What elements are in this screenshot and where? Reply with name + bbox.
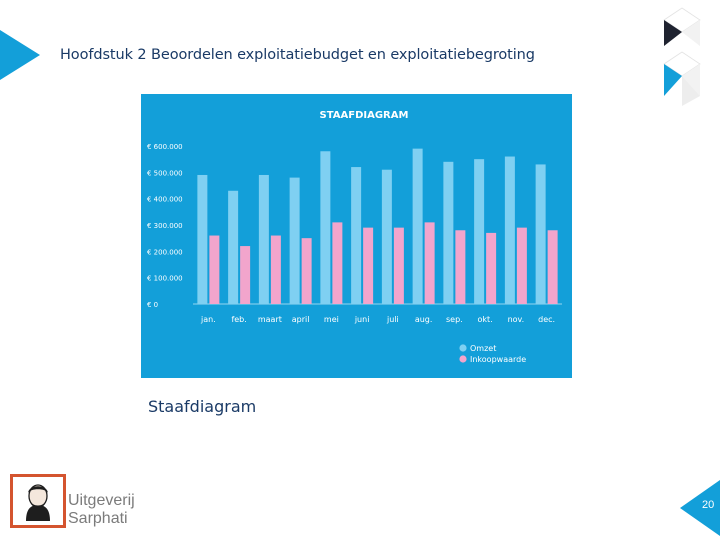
chart-caption: Staafdiagram — [148, 397, 257, 416]
bar-inkoopwaarde — [240, 246, 251, 304]
bar-omzet — [289, 177, 300, 304]
slide-title: Hoofdstuk 2 Beoordelen exploitatiebudget… — [60, 47, 535, 63]
x-tick-label: nov. — [508, 315, 525, 324]
bar-inkoopwaarde — [270, 235, 281, 304]
legend-marker — [459, 355, 467, 363]
y-tick-label: € 200.000 — [147, 248, 183, 256]
bar-omzet — [197, 174, 208, 304]
bar-inkoopwaarde — [516, 227, 527, 304]
bar-inkoopwaarde — [455, 230, 466, 304]
y-tick-label: € 600.000 — [147, 143, 183, 151]
legend-marker — [459, 344, 467, 352]
publisher-branding: Uitgeverij Sarphati — [6, 470, 186, 534]
x-tick-label: juli — [386, 315, 399, 324]
bar-omzet — [412, 148, 423, 304]
x-tick-label: aug. — [415, 315, 433, 324]
bar-inkoopwaarde — [393, 227, 404, 304]
page-number-shape — [680, 480, 720, 536]
x-tick-label: okt. — [478, 315, 493, 324]
legend-label: Inkoopwaarde — [470, 355, 526, 364]
x-tick-label: maart — [258, 315, 282, 324]
x-tick-label: jan. — [200, 315, 216, 324]
corner-triangle-decoration — [0, 30, 40, 80]
bar-omzet — [504, 156, 515, 304]
corner-geometric-decoration — [663, 7, 701, 106]
legend-label: Omzet — [470, 344, 496, 353]
x-tick-label: juni — [354, 315, 370, 324]
y-tick-label: € 400.000 — [147, 196, 183, 204]
portrait-icon — [26, 484, 50, 521]
bar-inkoopwaarde — [363, 227, 374, 304]
y-tick-label: € 300.000 — [147, 222, 183, 230]
x-tick-label: dec. — [538, 315, 555, 324]
y-tick-label: € 500.000 — [147, 169, 183, 177]
bar-chart: STAAFDIAGRAM € 0 € 100.000 € 200.000 € 300.0… — [141, 94, 572, 378]
x-tick-label: april — [292, 315, 310, 324]
publisher-logo — [10, 474, 66, 528]
bar-omzet — [320, 151, 331, 304]
bar-omzet — [535, 164, 546, 304]
page-number: 20 — [702, 499, 715, 511]
bar-omzet — [258, 174, 269, 304]
bar-inkoopwaarde — [547, 230, 558, 304]
bar-inkoopwaarde — [301, 238, 312, 304]
x-tick-label: feb. — [231, 315, 246, 324]
bar-omzet — [228, 190, 239, 304]
bar-omzet — [351, 167, 362, 304]
chart-title: STAAFDIAGRAM — [320, 110, 409, 121]
x-tick-label: sep. — [446, 315, 463, 324]
bar-inkoopwaarde — [486, 232, 497, 304]
x-tick-label: mei — [324, 315, 339, 324]
bar-omzet — [474, 159, 485, 304]
publisher-name-line2: Sarphati — [68, 510, 128, 527]
bar-inkoopwaarde — [332, 222, 343, 304]
publisher-name-line1: Uitgeverij — [68, 492, 135, 509]
bar-inkoopwaarde — [424, 222, 435, 304]
bar-inkoopwaarde — [209, 235, 220, 304]
y-tick-label: € 0 — [147, 301, 158, 309]
bar-omzet — [443, 161, 454, 304]
bar-omzet — [381, 169, 392, 304]
y-tick-label: € 100.000 — [147, 275, 183, 283]
page-number-badge: 20 — [680, 480, 720, 536]
